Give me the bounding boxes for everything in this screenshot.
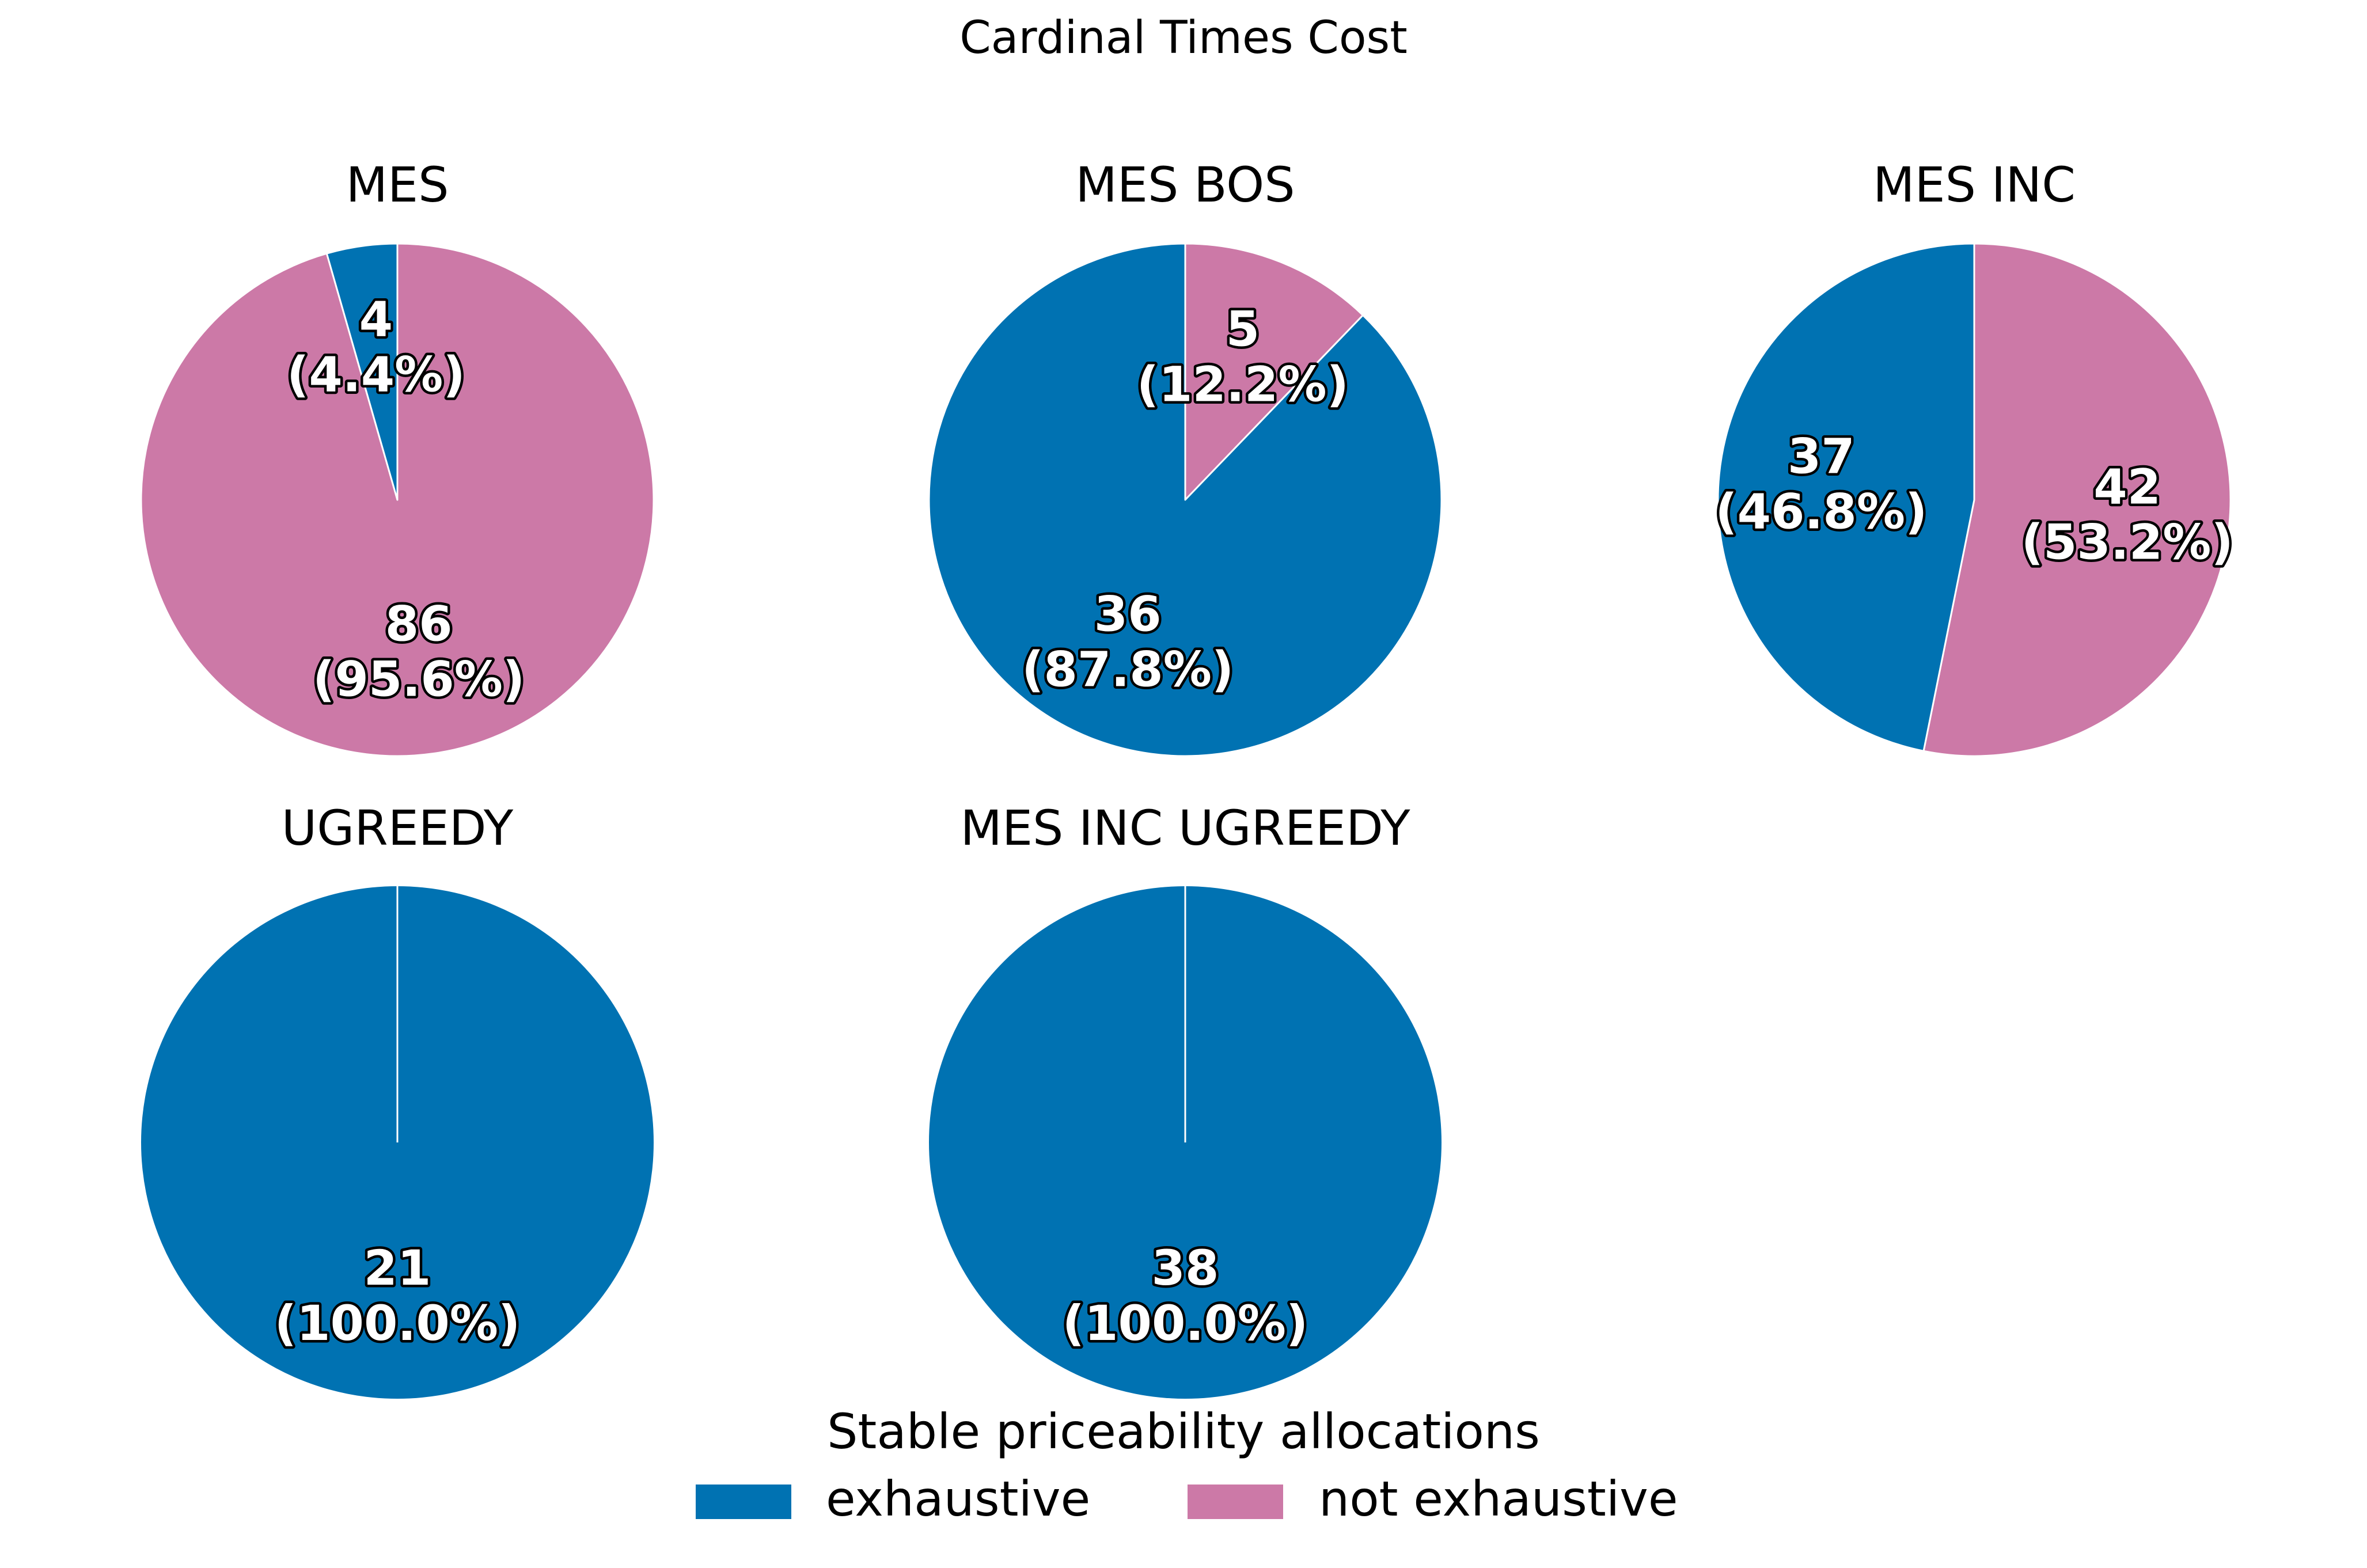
pie-slice-exhaustive xyxy=(1717,242,1975,752)
slice-count-label: 86 xyxy=(385,595,453,652)
chart-title: Cardinal Times Cost xyxy=(959,12,1408,64)
legend-swatch-exhaustive xyxy=(696,1485,791,1519)
slice-percent-label: (95.6%) xyxy=(313,651,525,707)
pie-title: MES INC UGREEDY xyxy=(960,800,1410,856)
legend-label-exhaustive: exhaustive xyxy=(826,1471,1090,1527)
slice-percent-label: (87.8%) xyxy=(1022,641,1234,698)
pie-mes: MES 4(4.4%) 86(95.6%) xyxy=(140,157,655,757)
pie-ugreedy: UGREEDY 21(100.0%) xyxy=(141,800,654,1399)
pie-mes-inc: MES INC 37(46.8%) 42(53.2%) xyxy=(1713,157,2236,757)
legend: Stable priceability allocations exhausti… xyxy=(696,1403,1678,1527)
slice-count-label: 37 xyxy=(1788,428,1855,484)
slice-percent-label: (100.0%) xyxy=(275,1295,521,1351)
pie-slice-not-exhaustive xyxy=(1184,242,1364,501)
pie-mes-bos: MES BOS 36(87.8%) 5(12.2%) xyxy=(928,157,1443,757)
legend-title: Stable priceability allocations xyxy=(827,1403,1540,1460)
slice-percent-label: (12.2%) xyxy=(1137,356,1349,412)
slice-percent-label: (100.0%) xyxy=(1063,1295,1308,1351)
pie-title: MES BOS xyxy=(1075,157,1295,213)
slice-count-label: 21 xyxy=(364,1240,431,1296)
slice-percent-label: (46.8%) xyxy=(1715,483,1927,540)
legend-swatch-not-exhaustive xyxy=(1188,1485,1283,1519)
slice-count-label: 36 xyxy=(1094,586,1162,643)
pie-slice-exhaustive xyxy=(325,242,399,501)
slice-count-label: 5 xyxy=(1226,301,1260,357)
slice-percent-label: (4.4%) xyxy=(287,347,465,403)
pie-title: MES xyxy=(346,157,449,213)
slice-percent-label: (53.2%) xyxy=(2021,514,2233,571)
slice-count-label: 38 xyxy=(1152,1240,1219,1296)
pie-slice-exhaustive xyxy=(928,242,1443,757)
pie-mes-inc-ugreedy: MES INC UGREEDY 38(100.0%) xyxy=(929,800,1442,1399)
pie-slice-not-exhaustive xyxy=(1922,242,2232,757)
legend-label-not-exhaustive: not exhaustive xyxy=(1319,1471,1678,1527)
slice-count-label: 4 xyxy=(359,291,393,348)
pie-title: UGREEDY xyxy=(282,800,514,856)
pie-title: MES INC xyxy=(1873,157,2076,213)
slice-count-label: 42 xyxy=(2093,459,2161,515)
pie-grid: MES 4(4.4%) 86(95.6%) MES BOS 36(87.8%) 5(12.… xyxy=(140,157,2236,1399)
